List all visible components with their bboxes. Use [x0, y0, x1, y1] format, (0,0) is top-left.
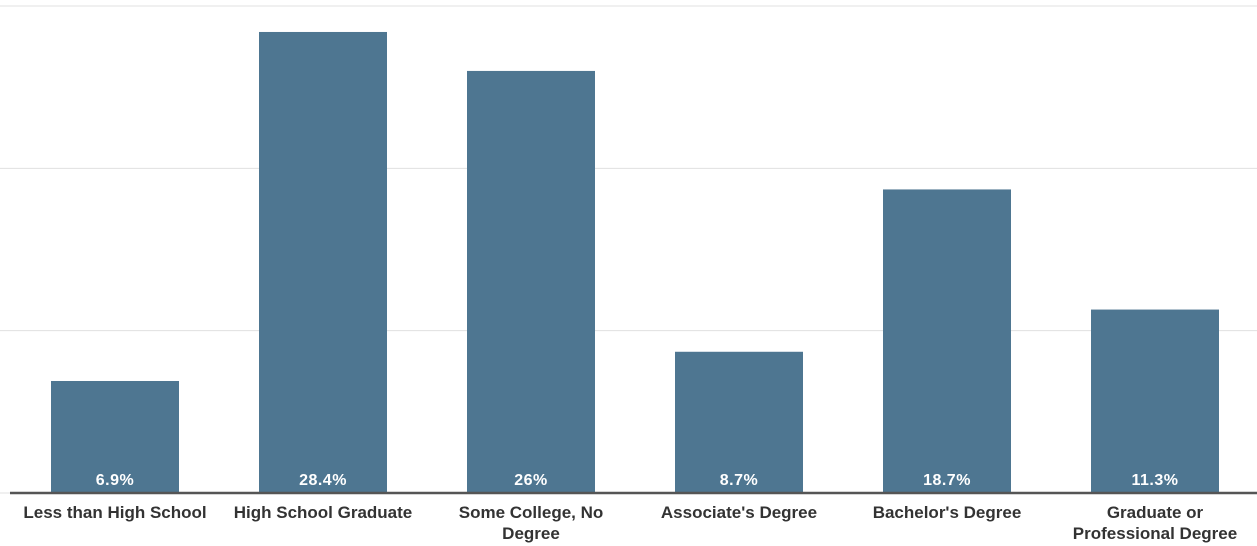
x-tick-label: Some College, No Degree — [458, 503, 604, 543]
x-tick-label: Less than High School — [23, 503, 207, 522]
x-tick-label: Bachelor's Degree — [872, 503, 1022, 522]
value-label: 11.3% — [1132, 472, 1179, 489]
x-tick-label: Associate's Degree — [660, 503, 818, 522]
bar — [259, 31, 387, 494]
value-label: 26% — [514, 472, 548, 489]
bar — [467, 70, 595, 493]
x-tick-label: High School Graduate — [233, 503, 413, 522]
x-tick-label: Graduate or Professional Degree — [1072, 503, 1238, 543]
bar — [1091, 309, 1219, 493]
bar — [51, 380, 179, 493]
bar — [675, 351, 803, 493]
value-label: 6.9% — [96, 472, 134, 489]
value-label: 28.4% — [299, 472, 347, 489]
value-label: 8.7% — [720, 472, 758, 489]
bar — [883, 189, 1011, 494]
value-label: 18.7% — [923, 472, 971, 489]
